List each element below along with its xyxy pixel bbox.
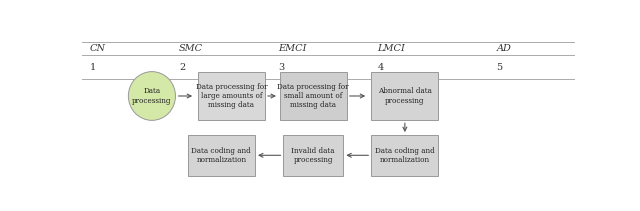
- FancyBboxPatch shape: [371, 135, 438, 176]
- Text: SMC: SMC: [179, 44, 204, 53]
- Text: LMCI: LMCI: [378, 44, 406, 53]
- FancyBboxPatch shape: [371, 72, 438, 120]
- Text: 4: 4: [378, 63, 384, 72]
- Text: 1: 1: [90, 63, 96, 72]
- Text: AD: AD: [497, 44, 511, 53]
- Text: Invalid data
processing: Invalid data processing: [291, 147, 335, 164]
- Text: 2: 2: [179, 63, 186, 72]
- FancyBboxPatch shape: [284, 135, 343, 176]
- Text: Data processing for
large amounts of
missing data: Data processing for large amounts of mis…: [196, 83, 267, 109]
- Text: Abnormal data
processing: Abnormal data processing: [378, 87, 432, 105]
- Text: 3: 3: [278, 63, 285, 72]
- Text: CN: CN: [90, 44, 106, 53]
- FancyBboxPatch shape: [188, 135, 255, 176]
- Text: 5: 5: [497, 63, 503, 72]
- Text: EMCI: EMCI: [278, 44, 307, 53]
- Text: Data coding and
normalization: Data coding and normalization: [375, 147, 435, 164]
- Text: Data processing for
small amount of
missing data: Data processing for small amount of miss…: [277, 83, 349, 109]
- FancyBboxPatch shape: [198, 72, 265, 120]
- Ellipse shape: [129, 72, 175, 120]
- FancyBboxPatch shape: [280, 72, 347, 120]
- Text: Data
processing: Data processing: [132, 87, 172, 105]
- Text: Data coding and
normalization: Data coding and normalization: [191, 147, 252, 164]
